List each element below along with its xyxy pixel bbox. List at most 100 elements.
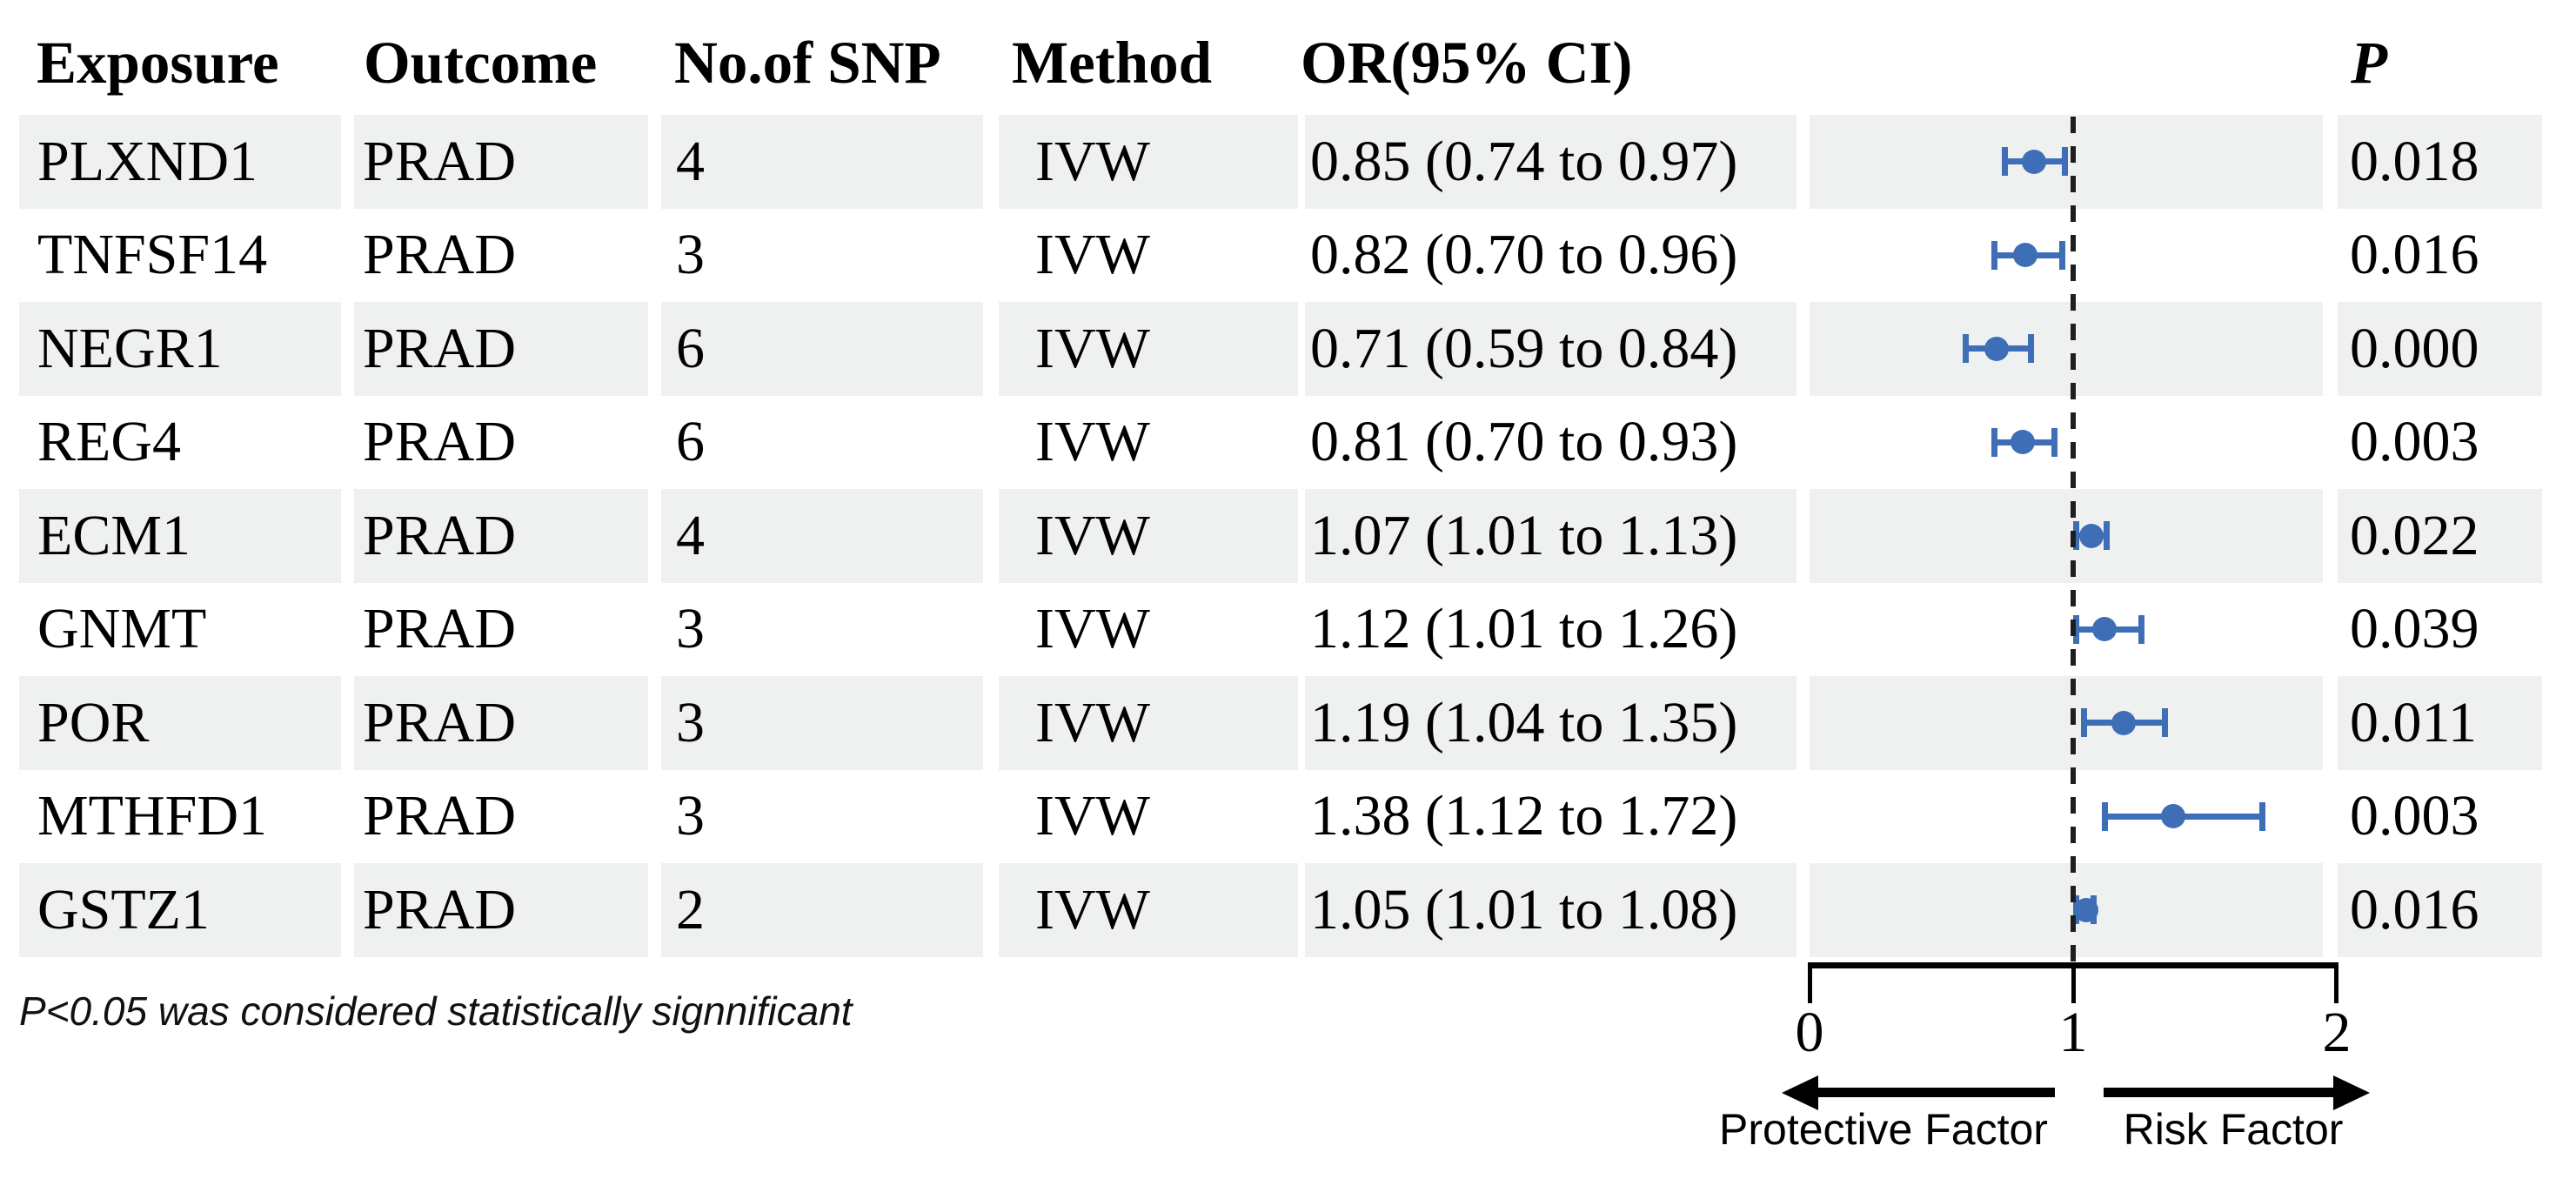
cell-p-value: 0.039 (2350, 597, 2479, 661)
cell-p-value: 0.016 (2350, 223, 2479, 287)
cell-or-ci: 1.05 (1.01 to 1.08) (1305, 863, 1797, 957)
axis-tick-label-1: 1 (2058, 1001, 2088, 1064)
table-row: REG4 PRAD 6 IVW 0.81 (0.70 to 0.93) 0.00… (0, 396, 2576, 490)
cell-p-value: 0.000 (2338, 302, 2542, 396)
cell-p-value: 0.003 (2350, 410, 2479, 474)
cell-snp: 6 (661, 302, 983, 396)
cell-method: IVW (1035, 410, 1150, 474)
ci-cap-left (2081, 708, 2088, 737)
cell-or-ci: 1.19 (1.04 to 1.35) (1305, 676, 1797, 770)
cell-exposure: ECM1 (19, 489, 341, 583)
cell-method: IVW (999, 115, 1298, 209)
cell-outcome: PRAD (354, 863, 648, 957)
cell-snp: 3 (676, 223, 705, 287)
forest-plot-cell (1810, 583, 2323, 677)
forest-plot-cell (1810, 770, 2323, 864)
cell-snp: 3 (661, 676, 983, 770)
column-header-outcome: Outcome (364, 30, 598, 96)
cell-snp: 6 (676, 410, 705, 474)
cell-exposure: NEGR1 (19, 302, 341, 396)
axis-tick-label-2: 2 (2322, 1001, 2352, 1064)
ci-cap-left (1962, 334, 1969, 363)
point-estimate (2011, 430, 2036, 454)
table-row: PLXND1 PRAD 4 IVW 0.85 (0.74 to 0.97) 0.… (0, 115, 2576, 209)
cell-or-ci: 0.81 (0.70 to 0.93) (1310, 410, 1738, 474)
cell-outcome: PRAD (363, 223, 517, 287)
cell-method: IVW (1035, 223, 1150, 287)
cell-outcome: PRAD (363, 784, 517, 848)
cell-or-ci: 1.12 (1.01 to 1.26) (1310, 597, 1738, 661)
cell-snp: 3 (676, 784, 705, 848)
reference-line (2071, 117, 2076, 962)
cell-outcome: PRAD (354, 676, 648, 770)
cell-snp: 2 (661, 863, 983, 957)
cell-exposure: PLXND1 (19, 115, 341, 209)
significance-footnote: P<0.05 was considered statistically sign… (19, 988, 853, 1034)
ci-cap-left (1991, 240, 1998, 270)
ci-cap-left (2073, 521, 2080, 550)
table-row: ECM1 PRAD 4 IVW 1.07 (1.01 to 1.13) 0.02… (0, 489, 2576, 583)
cell-snp: 3 (676, 597, 705, 661)
protective-arrow-shaft (1817, 1088, 2055, 1097)
ci-cap-left (1991, 427, 1998, 457)
point-estimate (2079, 523, 2104, 548)
cell-exposure: TNFSF14 (37, 223, 268, 287)
point-estimate (2092, 617, 2118, 641)
cell-p-value: 0.016 (2338, 863, 2542, 957)
table-body: PLXND1 PRAD 4 IVW 0.85 (0.74 to 0.97) 0.… (0, 115, 2576, 957)
column-header-or-ci: OR(95% CI) (1301, 30, 1633, 96)
ci-cap-right (2058, 240, 2065, 270)
axis-tick-1 (2071, 968, 2076, 1003)
axis-tick-2 (2334, 968, 2338, 1003)
table-row: GNMT PRAD 3 IVW 1.12 (1.01 to 1.26) 0.03… (0, 583, 2576, 677)
ci-cap-right (2138, 614, 2144, 644)
ci-cap-right (2162, 708, 2169, 737)
table-row: GSTZ1 PRAD 2 IVW 1.05 (1.01 to 1.08) 0.0… (0, 863, 2576, 957)
forest-plot-cell (1810, 676, 2323, 770)
cell-exposure: GNMT (37, 597, 207, 661)
point-estimate (2013, 243, 2038, 267)
cell-or-ci: 0.82 (0.70 to 0.96) (1310, 223, 1738, 287)
x-axis-line (1808, 962, 2338, 968)
cell-exposure: POR (19, 676, 341, 770)
ci-cap-right (2051, 427, 2057, 457)
risk-arrow-head-icon (2333, 1075, 2370, 1110)
point-estimate (2074, 897, 2099, 922)
ci-cap-right (2104, 521, 2111, 550)
column-header-snp: No.of SNP (674, 30, 941, 96)
cell-p-value: 0.022 (2338, 489, 2542, 583)
table-row: POR PRAD 3 IVW 1.19 (1.04 to 1.35) 0.011 (0, 676, 2576, 770)
cell-method: IVW (999, 863, 1298, 957)
forest-plot-cell (1810, 115, 2323, 209)
cell-outcome: PRAD (363, 597, 517, 661)
protective-arrow-head-icon (1782, 1075, 1818, 1110)
cell-p-value: 0.003 (2350, 784, 2479, 848)
cell-outcome: PRAD (354, 302, 648, 396)
table-row: NEGR1 PRAD 6 IVW 0.71 (0.59 to 0.84) 0.0… (0, 302, 2576, 396)
cell-snp: 4 (661, 115, 983, 209)
cell-or-ci: 1.38 (1.12 to 1.72) (1310, 784, 1738, 848)
cell-or-ci: 1.07 (1.01 to 1.13) (1305, 489, 1797, 583)
risk-arrow-shaft (2104, 1088, 2333, 1097)
cell-method: IVW (1035, 597, 1150, 661)
cell-or-ci: 0.85 (0.74 to 0.97) (1305, 115, 1797, 209)
ci-cap-left (2102, 801, 2109, 831)
point-estimate (1984, 336, 2010, 361)
cell-outcome: PRAD (363, 410, 517, 474)
cell-method: IVW (999, 676, 1298, 770)
protective-factor-label: Protective Factor (1719, 1105, 2048, 1154)
column-header-method: Method (1012, 30, 1212, 96)
cell-exposure: MTHFD1 (37, 784, 268, 848)
cell-exposure: GSTZ1 (19, 863, 341, 957)
axis-tick-label-0: 0 (1795, 1001, 1824, 1064)
cell-snp: 4 (661, 489, 983, 583)
cell-p-value: 0.011 (2338, 676, 2542, 770)
forest-plot-cell (1810, 209, 2323, 303)
ci-cap-right (2259, 801, 2266, 831)
risk-factor-label: Risk Factor (2123, 1105, 2344, 1154)
cell-method: IVW (999, 489, 1298, 583)
point-estimate (2161, 804, 2186, 828)
forest-plot-cell (1810, 302, 2323, 396)
cell-outcome: PRAD (354, 115, 648, 209)
